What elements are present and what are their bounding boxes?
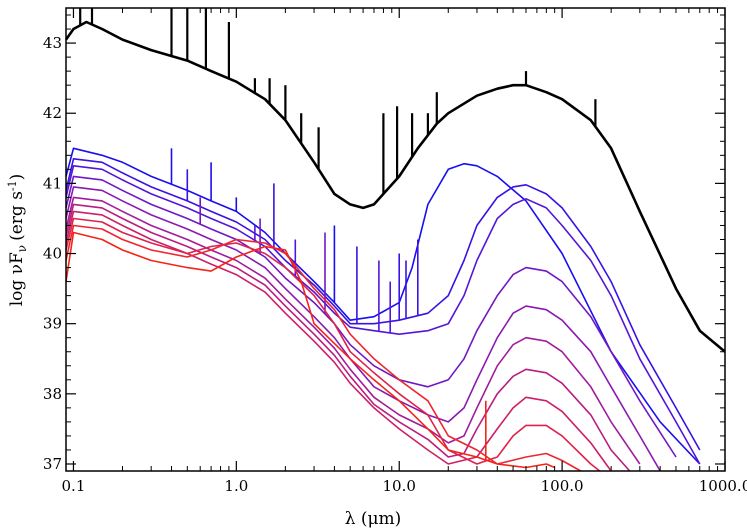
series-line-black: [64, 20, 726, 353]
series-purple-3: [65, 196, 641, 465]
x-tick-label: 100.0: [541, 477, 584, 495]
y-tick-label: 40: [43, 245, 62, 263]
series-magenta-2: [65, 210, 612, 472]
y-tick-label: 38: [43, 385, 62, 403]
series-blue-1: [65, 147, 701, 465]
x-tick-label: 1.0: [224, 477, 248, 495]
series-red-3: [65, 231, 556, 469]
series-line-blue-1: [65, 147, 701, 465]
series-magenta-1: [65, 203, 631, 472]
series-line-purple-3: [65, 196, 641, 465]
series-blue-2: [65, 158, 701, 451]
y-tick-label: 39: [43, 315, 62, 333]
x-tick-label: 0.1: [62, 477, 86, 495]
series-line-magenta-2: [65, 210, 612, 472]
series-line-red-1: [65, 217, 601, 472]
x-tick-label: 1000.0: [699, 477, 747, 495]
series-line-red-2: [65, 224, 582, 472]
series-red-2: [65, 224, 582, 472]
series-purple-2: [65, 186, 661, 472]
y-tick-label: 41: [43, 174, 62, 192]
series-line-magenta-1: [65, 203, 631, 472]
ticks-layer: 0.1 1.0 10.0 100.0 1000.0 37 38 39 40 41 42 43: [43, 8, 747, 495]
y-tick-label: 43: [43, 34, 62, 52]
x-tick-label: 10.0: [383, 477, 416, 495]
series-blue-3: [65, 165, 701, 465]
x-axis-title: λ (μm): [345, 509, 402, 529]
series-line-purple-1: [65, 175, 677, 458]
y-axis-title: log νFν(erg s-1): [6, 174, 29, 307]
plot-frame: [65, 7, 726, 472]
series-line-blue-3: [65, 165, 701, 465]
series-line-purple-2: [65, 186, 661, 472]
series-red-1: [65, 217, 601, 472]
series-black: [64, 8, 726, 353]
series-line-blue-2: [65, 158, 701, 451]
y-tick-label: 37: [43, 455, 62, 473]
series-line-red-3: [65, 231, 556, 469]
y-tick-label: 42: [43, 104, 62, 122]
series-layer: [64, 8, 726, 472]
